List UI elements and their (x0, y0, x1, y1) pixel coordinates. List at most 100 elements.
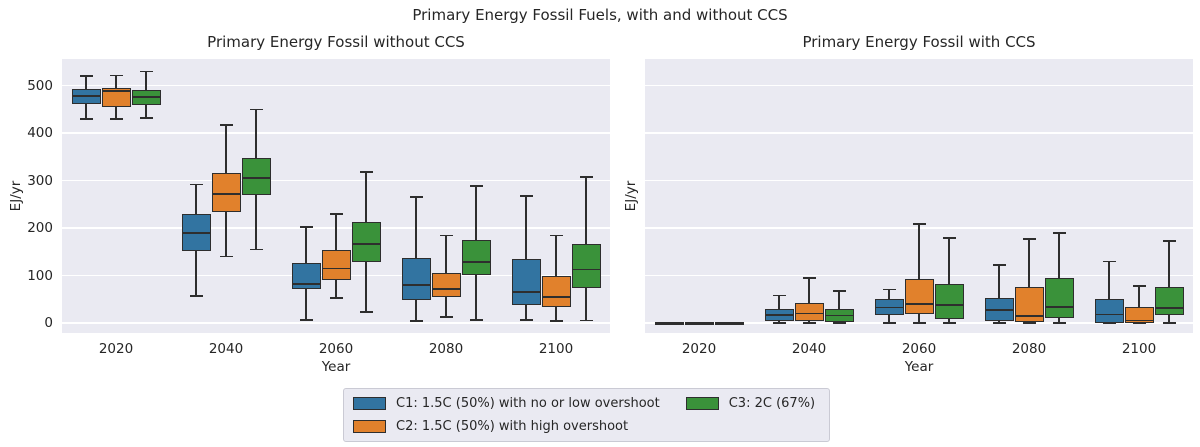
median-line (1014, 315, 1044, 317)
whisker-cap (1052, 322, 1066, 324)
box-c1-2100 (1094, 298, 1124, 323)
box-c3-2100 (571, 244, 601, 288)
whisker (808, 277, 810, 323)
whisker-cap (772, 322, 786, 324)
c1-color-swatch-icon (353, 397, 386, 410)
whisker-cap (359, 171, 373, 173)
legend: C1: 1.5C (50%) with no or low overshoot … (343, 388, 831, 442)
whisker-cap (79, 118, 93, 120)
whisker-cap (139, 70, 153, 73)
whisker-cap (519, 195, 533, 197)
x-tick-label: 2100 (1121, 341, 1157, 357)
whisker-cap (912, 223, 926, 225)
gridline (62, 132, 610, 134)
whisker-cap (329, 213, 343, 215)
y-tick-label: 0 (44, 315, 53, 331)
whisker-cap (1132, 322, 1146, 324)
x-tick-label: 2020 (98, 341, 134, 357)
legend-item-c2: C2: 1.5C (50%) with high overshoot (353, 417, 660, 436)
whisker-cap (1162, 240, 1176, 242)
whisker-cap (409, 196, 423, 198)
median-line (401, 284, 431, 286)
whisker-cap (942, 237, 956, 239)
y-tick-label: 400 (27, 125, 53, 141)
whisker (1028, 238, 1030, 323)
legend-label-c3: C3: 2C (67%) (728, 396, 816, 411)
whisker-cap (79, 75, 93, 77)
median-line (431, 288, 461, 291)
median-line (1094, 313, 1124, 316)
whisker-cap (1102, 322, 1116, 324)
median-line (541, 296, 571, 298)
whisker-cap (409, 320, 423, 322)
subplot-title-without-ccs: Primary Energy Fossil without CCS (207, 33, 465, 51)
median-line (71, 95, 101, 97)
median-line (181, 231, 211, 234)
x-tick-label: 2080 (1011, 341, 1047, 357)
gridline (645, 132, 1193, 134)
x-tick-label: 2020 (681, 341, 717, 357)
legend-column-1: C1: 1.5C (50%) with no or low overshoot … (353, 394, 660, 436)
median-line (934, 304, 964, 306)
box-c3-2100 (1154, 287, 1184, 316)
whisker (918, 224, 920, 323)
box-c2-2100 (1124, 307, 1154, 323)
whisker-cap (549, 234, 563, 237)
median-line (794, 312, 824, 315)
whisker (525, 196, 527, 321)
whisker-cap (329, 297, 343, 299)
whisker-cap (942, 322, 956, 324)
x-tick-label: 2060 (318, 341, 354, 357)
median-line (684, 321, 714, 324)
x-tick-label: 2080 (428, 341, 464, 357)
whisker-cap (802, 322, 816, 324)
whisker-cap (1022, 322, 1036, 324)
whisker-cap (299, 226, 313, 228)
whisker (1138, 285, 1140, 323)
x-tick-label: 2040 (791, 341, 827, 357)
whisker-cap (992, 264, 1006, 266)
median-line (511, 291, 541, 293)
plot-area-without-ccs (62, 59, 610, 333)
box-c2-2080 (431, 273, 461, 297)
whisker-cap (299, 319, 313, 321)
whisker-cap (439, 316, 453, 318)
whisker-cap (189, 295, 203, 297)
x-tick-label: 2060 (901, 341, 937, 357)
median-line (984, 309, 1014, 311)
legend-label-c1: C1: 1.5C (50%) with no or low overshoot (396, 396, 660, 411)
median-line (571, 268, 601, 271)
figure-title: Primary Energy Fossil Fuels, with and wi… (412, 6, 788, 24)
whisker-cap (1132, 285, 1146, 287)
median-line (654, 321, 684, 324)
whisker-cap (139, 117, 153, 119)
y-tick-label: 200 (27, 220, 53, 236)
whisker-cap (469, 185, 483, 187)
median-line (131, 96, 161, 98)
median-line (874, 306, 904, 309)
whisker-cap (189, 183, 203, 186)
legend-label-c2: C2: 1.5C (50%) with high overshoot (396, 419, 629, 434)
whisker-cap (109, 74, 123, 77)
whisker-cap (359, 311, 373, 313)
box-c2-2060 (904, 278, 934, 314)
box-c1-2060 (291, 263, 321, 290)
whisker-cap (772, 294, 786, 297)
box-c2-2100 (541, 275, 571, 308)
legend-item-c3: C3: 2C (67%) (685, 394, 816, 413)
y-axis-label-left: EJ/yr (8, 180, 24, 212)
whisker-cap (219, 255, 233, 258)
box-c1-2100 (511, 258, 541, 305)
median-line (1154, 307, 1184, 310)
x-axis-label-left: Year (321, 359, 351, 375)
whisker-cap (882, 322, 896, 324)
whisker-cap (832, 290, 846, 292)
box-c2-2060 (321, 250, 351, 281)
y-tick-label: 500 (27, 77, 53, 94)
median-line (1124, 319, 1154, 322)
median-line (824, 314, 854, 317)
median-line (291, 283, 321, 285)
whisker-cap (1022, 238, 1036, 240)
median-line (461, 261, 491, 263)
